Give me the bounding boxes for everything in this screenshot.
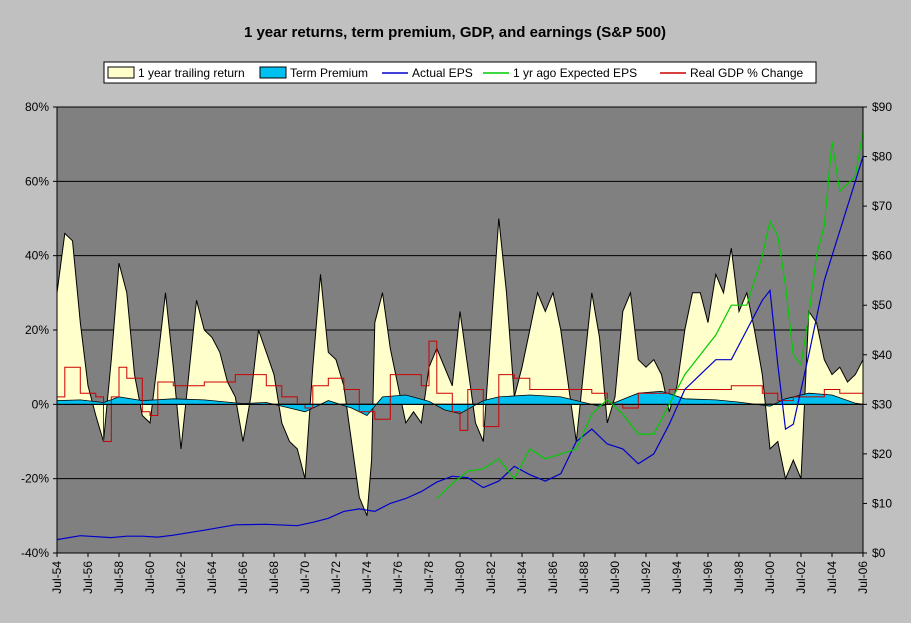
left-tick-label: 40% (25, 249, 49, 263)
legend: 1 year trailing return Term Premium Actual… (103, 61, 817, 84)
x-tick-label: Jul-94 (670, 561, 684, 594)
trailing-return-area (56, 218, 864, 516)
x-tick-label: Jul-68 (267, 561, 281, 594)
x-tick-label: Jul-88 (577, 561, 591, 594)
left-tick-label: 20% (25, 323, 49, 337)
x-axis-ticks: Jul-54 Jul-56 Jul-58 Jul-60 Jul-62 Jul-64 Jul-… (50, 553, 870, 594)
right-tick-label: $60 (872, 249, 892, 263)
legend-swatch (107, 66, 135, 79)
x-tick-label: Jul-84 (515, 561, 529, 594)
left-tick-label: 80% (25, 100, 49, 114)
x-tick-label: Jul-58 (112, 561, 126, 594)
x-tick-label: Jul-74 (360, 561, 374, 594)
x-tick-label: Jul-02 (794, 561, 808, 594)
series-layer (56, 131, 864, 541)
right-tick-label: $20 (872, 447, 892, 461)
x-tick-label: Jul-78 (422, 561, 436, 594)
x-tick-label: Jul-70 (298, 561, 312, 594)
right-tick-label: $80 (872, 150, 892, 164)
chart-title: 1 year returns, term premium, GDP, and e… (244, 24, 666, 41)
x-tick-label: Jul-64 (205, 561, 219, 594)
x-tick-label: Jul-98 (732, 561, 746, 594)
x-tick-label: Jul-56 (81, 561, 95, 594)
legend-label: Term Premium (290, 66, 368, 80)
x-tick-label: Jul-66 (236, 561, 250, 594)
left-tick-label: 0% (32, 397, 50, 411)
left-tick-label: 60% (25, 174, 49, 188)
x-tick-label: Jul-96 (701, 561, 715, 594)
legend-label: 1 year trailing return (138, 66, 245, 80)
right-tick-label: $10 (872, 496, 892, 510)
legend-swatch (259, 66, 287, 79)
x-tick-label: Jul-54 (50, 561, 64, 594)
x-tick-label: Jul-80 (453, 561, 467, 594)
x-tick-label: Jul-00 (763, 561, 777, 594)
legend-label: 1 yr ago Expected EPS (513, 66, 637, 80)
right-tick-label: $40 (872, 348, 892, 362)
left-tick-label: -20% (21, 472, 49, 486)
x-tick-label: Jul-92 (639, 561, 653, 594)
left-tick-label: -40% (21, 546, 49, 560)
x-tick-label: Jul-82 (484, 561, 498, 594)
legend-label: Real GDP % Change (690, 66, 804, 80)
x-tick-label: Jul-06 (856, 561, 870, 594)
expected-eps-line (436, 131, 864, 499)
right-axis-ticks: $0 $10 $20 $30 $40 $50 $60 $70 $80 $90 (863, 100, 892, 560)
x-tick-label: Jul-60 (143, 561, 157, 594)
x-tick-label: Jul-86 (546, 561, 560, 594)
left-axis-ticks: -40% -20% 0% 20% 40% 60% 80% (21, 100, 57, 560)
x-tick-label: Jul-76 (391, 561, 405, 594)
right-tick-label: $70 (872, 199, 892, 213)
x-tick-label: Jul-90 (608, 561, 622, 594)
x-tick-label: Jul-62 (174, 561, 188, 594)
real-gdp-line (57, 340, 863, 442)
right-tick-label: $50 (872, 298, 892, 312)
x-tick-label: Jul-72 (329, 561, 343, 594)
right-tick-label: $0 (872, 546, 886, 560)
actual-eps-line (56, 156, 864, 541)
right-tick-label: $90 (872, 100, 892, 114)
right-tick-label: $30 (872, 397, 892, 411)
x-tick-label: Jul-04 (825, 561, 839, 594)
legend-label: Actual EPS (412, 66, 473, 80)
